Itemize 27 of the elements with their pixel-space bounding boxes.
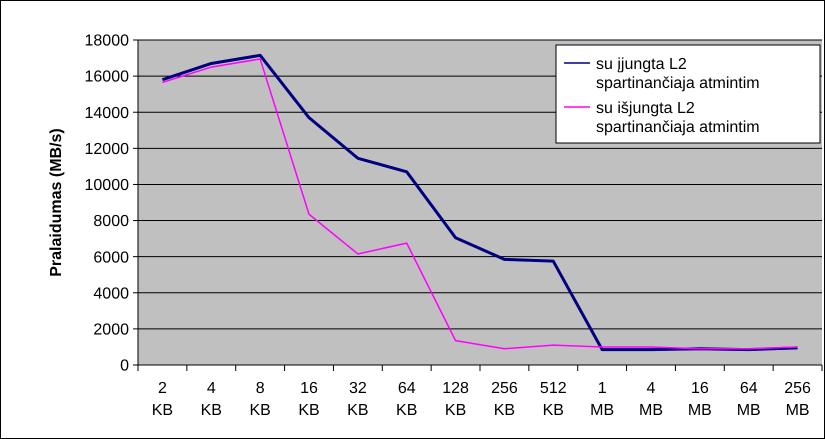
y-tick-label: 18000 xyxy=(84,32,130,50)
x-tick-label: 32 KB xyxy=(347,380,369,419)
x-tick-label: 8 KB xyxy=(249,380,271,419)
legend-label: su išjungta L2 spartinančiaja atmintim xyxy=(596,100,760,136)
y-axis-title: Pralaidumas (MB/s) xyxy=(48,128,65,277)
y-tick-label: 2000 xyxy=(93,321,130,338)
x-tick-label: 256 KB xyxy=(491,380,518,419)
x-tick-label: 256 MB xyxy=(784,380,812,419)
y-tick-label: 10000 xyxy=(84,177,130,194)
x-tick-label: 16 MB xyxy=(688,380,712,419)
x-tick-label: 16 KB xyxy=(298,380,320,419)
y-tick-label: 12000 xyxy=(84,140,130,158)
x-tick-label: 4 KB xyxy=(200,380,222,419)
x-tick-label: 64 KB xyxy=(396,380,418,419)
y-tick-label: 14000 xyxy=(84,104,130,122)
x-tick-label: 4 MB xyxy=(639,380,663,419)
y-tick-label: 16000 xyxy=(84,68,130,86)
legend-label: su įjungta L2 spartinančiaja atmintim xyxy=(596,56,760,92)
y-tick-label: 8000 xyxy=(93,213,130,230)
y-tick-label: 4000 xyxy=(93,285,130,302)
x-tick-label: 1 MB xyxy=(590,380,614,419)
x-tick-label: 512 KB xyxy=(540,380,567,419)
x-tick-label: 128 KB xyxy=(442,380,470,419)
y-tick-label: 6000 xyxy=(93,249,130,266)
x-tick-label: 2 KB xyxy=(152,380,174,419)
y-tick-label: 0 xyxy=(120,358,130,375)
x-tick-label: 64 MB xyxy=(736,380,761,419)
